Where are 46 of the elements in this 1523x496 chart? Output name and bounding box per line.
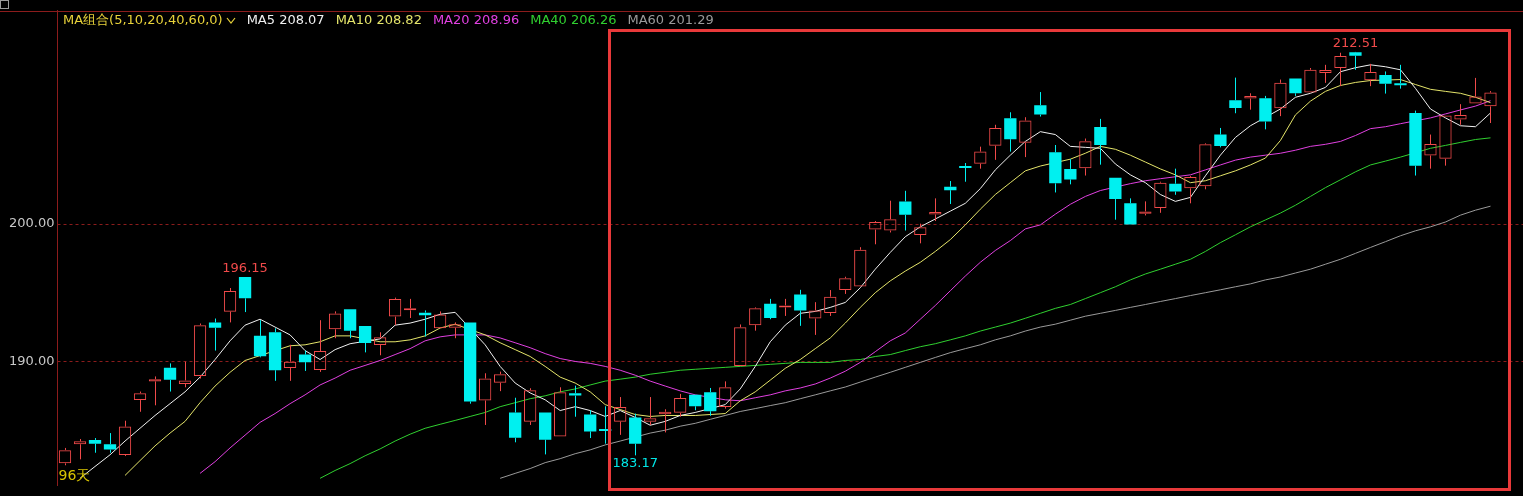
candlestick (103, 432, 117, 454)
text: MA60 201.29 (627, 12, 714, 28)
candlestick (899, 190, 912, 232)
candlestick (1109, 177, 1122, 221)
candlestick (584, 409, 597, 439)
candlestick (1169, 168, 1182, 196)
candlestick (569, 385, 582, 418)
candlestick (1004, 111, 1017, 153)
y-tick-label: 200.00 (9, 215, 55, 231)
y-tick-label: 190.00 (9, 352, 55, 368)
candlestick (358, 326, 372, 353)
text: MA40 206.26 (530, 12, 617, 28)
candlestick (268, 327, 282, 382)
candlestick (539, 412, 552, 455)
candlestick (238, 276, 252, 313)
candlestick (208, 318, 222, 352)
candlestick (1124, 197, 1137, 225)
candlestick (1049, 144, 1062, 193)
annotation: 212.51 (1332, 34, 1379, 50)
candlestick (163, 362, 177, 393)
annotation: 183.17 (612, 455, 658, 471)
candlestick (1064, 158, 1077, 185)
candlestick (689, 394, 702, 411)
candlestick (298, 350, 312, 372)
annotation: 196.15 (222, 259, 268, 275)
candlestick (959, 162, 972, 183)
candlestick (1229, 77, 1242, 114)
candlestick (1214, 127, 1227, 147)
candlestick (253, 319, 267, 357)
candlestick (1289, 78, 1302, 97)
candlestick (1094, 118, 1107, 166)
candlestick (1034, 91, 1047, 118)
text: MA10 208.82 (335, 12, 422, 28)
candlestick (1409, 110, 1422, 177)
candlestick (1394, 64, 1407, 90)
candlestick (1349, 52, 1362, 71)
candlestick (1259, 95, 1272, 130)
candlestick (463, 322, 477, 405)
text: MA5 208.07 (246, 12, 325, 28)
text: MA20 208.96 (432, 12, 520, 28)
legend-title: MA组合(5,10,20,40,60,0) (63, 12, 223, 28)
candlestick (704, 387, 717, 417)
candlestick (509, 397, 522, 443)
candlestick (1379, 70, 1392, 95)
candlestick (88, 437, 102, 454)
candlestick (794, 289, 807, 327)
